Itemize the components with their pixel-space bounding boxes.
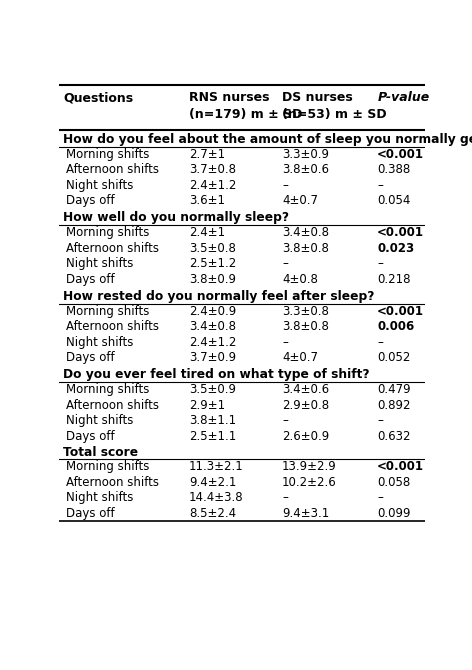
Text: Days off: Days off xyxy=(66,507,115,520)
Text: 3.8±0.9: 3.8±0.9 xyxy=(189,273,236,285)
Text: 2.9±0.8: 2.9±0.8 xyxy=(282,399,329,412)
Text: <0.001: <0.001 xyxy=(377,148,424,161)
Text: 3.6±1: 3.6±1 xyxy=(189,194,225,207)
Text: 0.479: 0.479 xyxy=(377,383,411,397)
Text: 2.4±0.9: 2.4±0.9 xyxy=(189,305,236,318)
Text: (n=53) m ± SD: (n=53) m ± SD xyxy=(282,108,387,121)
Text: Morning shifts: Morning shifts xyxy=(66,226,150,239)
Text: 0.023: 0.023 xyxy=(377,242,414,255)
Text: 9.4±2.1: 9.4±2.1 xyxy=(189,476,236,489)
Text: Morning shifts: Morning shifts xyxy=(66,383,150,397)
Text: 10.2±2.6: 10.2±2.6 xyxy=(282,476,337,489)
Text: 3.3±0.8: 3.3±0.8 xyxy=(282,305,329,318)
Text: Days off: Days off xyxy=(66,429,115,443)
Text: Days off: Days off xyxy=(66,273,115,285)
Text: 3.5±0.9: 3.5±0.9 xyxy=(189,383,236,397)
Text: Morning shifts: Morning shifts xyxy=(66,305,150,318)
Text: 4±0.7: 4±0.7 xyxy=(282,194,318,207)
Text: DS nurses: DS nurses xyxy=(282,91,353,104)
Text: 0.892: 0.892 xyxy=(377,399,411,412)
Text: –: – xyxy=(377,491,383,505)
Text: Questions: Questions xyxy=(63,91,134,104)
Text: 4±0.8: 4±0.8 xyxy=(282,273,318,285)
Text: P-value: P-value xyxy=(377,91,430,104)
Text: 3.8±1.1: 3.8±1.1 xyxy=(189,414,236,427)
Text: 3.4±0.8: 3.4±0.8 xyxy=(282,226,329,239)
Text: <0.001: <0.001 xyxy=(377,226,424,239)
Text: 0.006: 0.006 xyxy=(377,320,414,333)
Text: 0.099: 0.099 xyxy=(377,507,411,520)
Text: How rested do you normally feel after sleep?: How rested do you normally feel after sl… xyxy=(63,290,375,303)
Text: –: – xyxy=(282,336,288,348)
Text: 2.5±1.1: 2.5±1.1 xyxy=(189,429,236,443)
Text: 0.388: 0.388 xyxy=(377,163,411,176)
Text: Days off: Days off xyxy=(66,351,115,364)
Text: Do you ever feel tired on what type of shift?: Do you ever feel tired on what type of s… xyxy=(63,369,370,381)
Text: <0.001: <0.001 xyxy=(377,305,424,318)
Text: Night shifts: Night shifts xyxy=(66,336,134,348)
Text: 2.6±0.9: 2.6±0.9 xyxy=(282,429,329,443)
Text: Morning shifts: Morning shifts xyxy=(66,148,150,161)
Text: Night shifts: Night shifts xyxy=(66,491,134,505)
Text: 2.9±1: 2.9±1 xyxy=(189,399,225,412)
Text: 2.5±1.2: 2.5±1.2 xyxy=(189,257,236,270)
Text: 3.7±0.9: 3.7±0.9 xyxy=(189,351,236,364)
Text: (n=179) m ± SD: (n=179) m ± SD xyxy=(189,108,302,121)
Text: 3.7±0.8: 3.7±0.8 xyxy=(189,163,236,176)
Text: 0.058: 0.058 xyxy=(377,476,411,489)
Text: 3.8±0.8: 3.8±0.8 xyxy=(282,320,329,333)
Text: 3.3±0.9: 3.3±0.9 xyxy=(282,148,329,161)
Text: Afternoon shifts: Afternoon shifts xyxy=(66,242,160,255)
Text: –: – xyxy=(377,414,383,427)
Text: Total score: Total score xyxy=(63,446,138,459)
Text: Afternoon shifts: Afternoon shifts xyxy=(66,320,160,333)
Text: 0.052: 0.052 xyxy=(377,351,411,364)
Text: 2.7±1: 2.7±1 xyxy=(189,148,225,161)
Text: 0.218: 0.218 xyxy=(377,273,411,285)
Text: How well do you normally sleep?: How well do you normally sleep? xyxy=(63,211,289,224)
Text: –: – xyxy=(282,179,288,192)
Text: –: – xyxy=(282,491,288,505)
Text: –: – xyxy=(377,257,383,270)
Text: 0.632: 0.632 xyxy=(377,429,411,443)
Text: 2.4±1: 2.4±1 xyxy=(189,226,225,239)
Text: Morning shifts: Morning shifts xyxy=(66,460,150,474)
Text: Afternoon shifts: Afternoon shifts xyxy=(66,399,160,412)
Text: <0.001: <0.001 xyxy=(377,460,424,474)
Text: 0.054: 0.054 xyxy=(377,194,411,207)
Text: –: – xyxy=(282,257,288,270)
Text: –: – xyxy=(377,179,383,192)
Text: 3.8±0.8: 3.8±0.8 xyxy=(282,242,329,255)
Text: 13.9±2.9: 13.9±2.9 xyxy=(282,460,337,474)
Text: 3.4±0.6: 3.4±0.6 xyxy=(282,383,329,397)
Text: How do you feel about the amount of sleep you normally get?: How do you feel about the amount of slee… xyxy=(63,133,472,146)
Text: Afternoon shifts: Afternoon shifts xyxy=(66,163,160,176)
Text: Afternoon shifts: Afternoon shifts xyxy=(66,476,160,489)
Text: Days off: Days off xyxy=(66,194,115,207)
Text: 8.5±2.4: 8.5±2.4 xyxy=(189,507,236,520)
Text: 3.4±0.8: 3.4±0.8 xyxy=(189,320,236,333)
Text: 4±0.7: 4±0.7 xyxy=(282,351,318,364)
Text: 14.4±3.8: 14.4±3.8 xyxy=(189,491,244,505)
Text: –: – xyxy=(377,336,383,348)
Text: –: – xyxy=(282,414,288,427)
Text: 2.4±1.2: 2.4±1.2 xyxy=(189,336,236,348)
Text: RNS nurses: RNS nurses xyxy=(189,91,270,104)
Text: Night shifts: Night shifts xyxy=(66,257,134,270)
Text: 3.5±0.8: 3.5±0.8 xyxy=(189,242,236,255)
Text: 9.4±3.1: 9.4±3.1 xyxy=(282,507,329,520)
Text: 11.3±2.1: 11.3±2.1 xyxy=(189,460,244,474)
Text: Night shifts: Night shifts xyxy=(66,179,134,192)
Text: Night shifts: Night shifts xyxy=(66,414,134,427)
Text: 2.4±1.2: 2.4±1.2 xyxy=(189,179,236,192)
Text: 3.8±0.6: 3.8±0.6 xyxy=(282,163,329,176)
